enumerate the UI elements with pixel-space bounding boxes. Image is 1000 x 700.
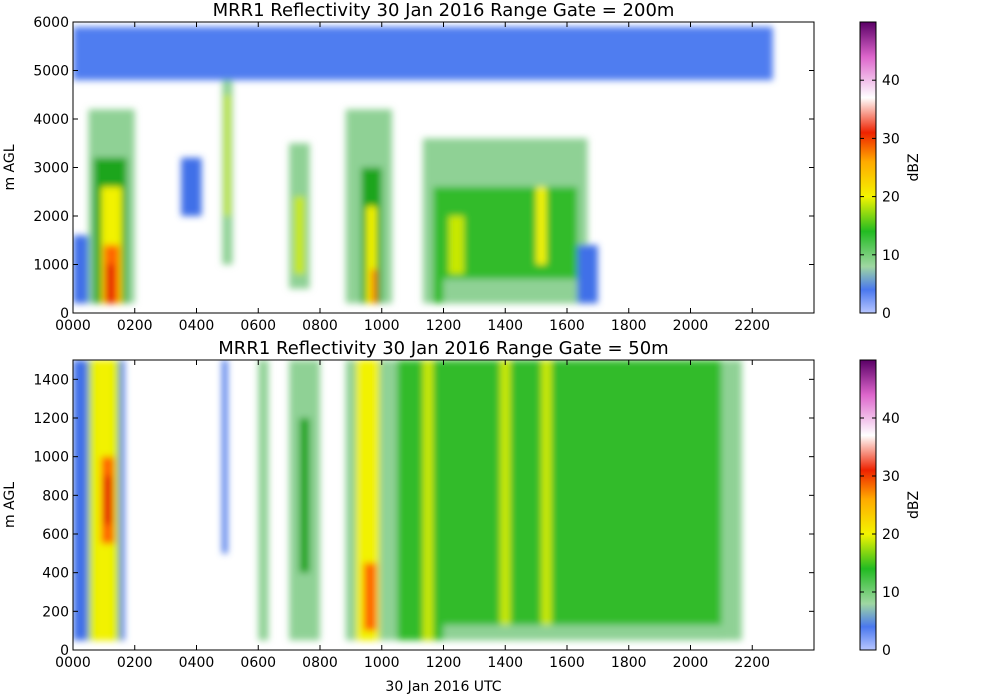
colorbar-tick-label: 20	[882, 527, 900, 543]
chart-title: MRR1 Reflectivity 30 Jan 2016 Range Gate…	[213, 0, 675, 21]
x-tick-label: 1600	[549, 318, 585, 334]
y-tick-label: 1200	[33, 411, 69, 427]
y-tick-label: 6000	[33, 15, 69, 31]
x-tick-label: 0200	[117, 318, 153, 334]
colorbar-tick-label: 30	[882, 131, 900, 147]
x-tick-label: 0400	[179, 655, 215, 671]
colorbar-tick-label: 0	[882, 306, 891, 322]
reflectivity-cell	[224, 94, 230, 216]
y-axis-label: m AGL	[2, 482, 18, 528]
reflectivity-cell	[422, 360, 434, 641]
y-tick-label: 200	[42, 604, 69, 620]
x-tick-label: 0800	[302, 655, 338, 671]
chart-title: MRR1 Reflectivity 30 Jan 2016 Range Gate…	[218, 338, 668, 359]
y-axis-label: m AGL	[2, 144, 18, 190]
reflectivity-cell	[397, 360, 722, 641]
x-tick-label: 1200	[426, 318, 462, 334]
x-tick-label: 1400	[487, 318, 523, 334]
x-tick-label: 2200	[734, 318, 770, 334]
reflectivity-cell	[371, 269, 377, 304]
y-tick-label: 2000	[33, 209, 69, 225]
colorbar-gradient	[859, 359, 877, 651]
x-tick-label: 2200	[734, 655, 770, 671]
x-tick-label: 0200	[117, 655, 153, 671]
y-tick-label: 400	[42, 566, 69, 582]
x-tick-label: 1600	[549, 655, 585, 671]
reflectivity-cell	[294, 196, 305, 275]
colorbar-tick-label: 20	[882, 190, 900, 206]
colorbar: 0 10 20 30 40 dBZ	[859, 359, 922, 659]
reflectivity-cell	[541, 360, 552, 641]
y-tick-label: 3000	[33, 161, 69, 177]
x-tick-label: 0600	[240, 655, 276, 671]
colorbar-tick-label: 30	[882, 469, 900, 485]
y-tick-label: 0	[60, 306, 69, 322]
x-tick-label: 1000	[364, 655, 400, 671]
colorbar: 0 10 20 30 40 dBZ	[859, 21, 922, 322]
y-tick-label: 600	[42, 527, 69, 543]
y-tick-label: 4000	[33, 112, 69, 128]
x-tick-label: 0400	[179, 318, 215, 334]
y-tick-label: 5000	[33, 64, 69, 80]
reflectivity-cell	[366, 206, 377, 304]
reflectivity-cell	[106, 264, 115, 304]
x-tick-label: 1800	[611, 655, 647, 671]
x-tick-label: 1800	[611, 318, 647, 334]
colorbar-label: dBZ	[906, 153, 922, 181]
data-layer	[73, 360, 742, 641]
reflectivity-cell	[448, 216, 465, 275]
x-axis-label: 30 Jan 2016 UTC	[385, 679, 501, 695]
reflectivity-cell	[500, 360, 511, 641]
colorbar-label: dBZ	[906, 491, 922, 519]
x-tick-label: 1200	[426, 655, 462, 671]
reflectivity-cell	[258, 360, 269, 641]
reflectivity-cell	[363, 563, 377, 631]
x-tick-label: 0000	[55, 655, 91, 671]
bottom-panel: MRR1 Reflectivity 30 Jan 2016 Range Gate…	[2, 338, 922, 695]
y-tick-label: 1000	[33, 258, 69, 274]
x-tick-label: 2000	[673, 655, 709, 671]
reflectivity-cell	[181, 157, 202, 216]
y-tick-label: 800	[42, 488, 69, 504]
reflectivity-cell	[577, 245, 598, 304]
x-tick-label: 0000	[55, 318, 91, 334]
x-tick-label: 1000	[364, 318, 400, 334]
x-tick-label: 0800	[302, 318, 338, 334]
colorbar-tick-label: 0	[882, 643, 891, 659]
data-layer	[73, 26, 773, 304]
top-panel: MRR1 Reflectivity 30 Jan 2016 Range Gate…	[2, 0, 922, 334]
y-tick-label: 1400	[33, 372, 69, 388]
colorbar-tick-label: 40	[882, 411, 900, 427]
colorbar-tick-label: 10	[882, 248, 900, 264]
colorbar-tick-label: 10	[882, 585, 900, 601]
y-tick-label: 0	[60, 643, 69, 659]
reflectivity-cell	[222, 360, 228, 554]
colorbar-gradient	[859, 21, 877, 314]
colorbar-tick-label: 40	[882, 73, 900, 89]
reflectivity-cell	[299, 418, 310, 573]
reflectivity-cell	[443, 279, 578, 304]
reflectivity-cell	[443, 624, 722, 641]
x-tick-label: 2000	[673, 318, 709, 334]
y-tick-label: 1000	[33, 450, 69, 466]
reflectivity-cell	[103, 476, 112, 525]
reflectivity-cell	[73, 26, 773, 81]
reflectivity-cell	[536, 186, 547, 265]
x-tick-label: 0600	[240, 318, 276, 334]
x-tick-label: 1400	[487, 655, 523, 671]
